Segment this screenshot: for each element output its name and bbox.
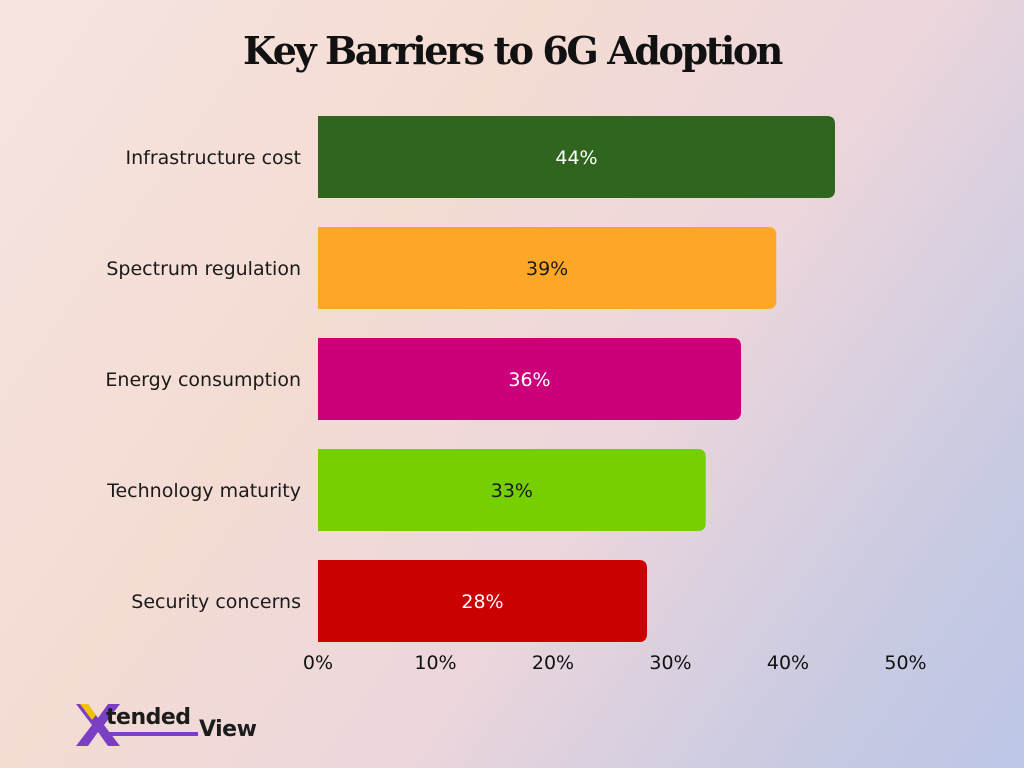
data-label: 36% bbox=[508, 369, 550, 391]
category-label: Infrastructure cost bbox=[126, 147, 301, 169]
x-axis-ticks: 0% 10% 20% 30% 40% 50% bbox=[303, 652, 927, 674]
chart-title: Key Barriers to 6G Adoption bbox=[242, 28, 784, 73]
x-tick-label: 0% bbox=[303, 652, 333, 674]
data-label: 44% bbox=[555, 147, 597, 169]
bar-infrastructure-cost bbox=[318, 116, 835, 198]
labels-layer: Infrastructure cost 44% Spectrum regulatio… bbox=[105, 147, 597, 613]
data-label: 39% bbox=[526, 258, 568, 280]
category-label: Energy consumption bbox=[105, 369, 301, 391]
x-tick-label: 30% bbox=[649, 652, 691, 674]
category-label: Security concerns bbox=[131, 591, 301, 613]
x-mark-icon bbox=[76, 704, 198, 746]
x-tick-label: 50% bbox=[884, 652, 926, 674]
brand-logo: tended View bbox=[76, 700, 276, 750]
x-tick-label: 10% bbox=[414, 652, 456, 674]
bar-security-concerns bbox=[318, 560, 647, 642]
logo-word-view: View bbox=[199, 717, 257, 742]
logo-word-tended: tended bbox=[106, 705, 191, 730]
x-tick-label: 40% bbox=[767, 652, 809, 674]
x-tick-label: 20% bbox=[532, 652, 574, 674]
data-label: 33% bbox=[491, 480, 533, 502]
data-label: 28% bbox=[461, 591, 503, 613]
category-label: Spectrum regulation bbox=[106, 258, 301, 280]
bars-layer bbox=[318, 116, 835, 642]
bar-technology-maturity bbox=[318, 449, 706, 531]
category-label: Technology maturity bbox=[106, 480, 301, 502]
bar-energy-consumption bbox=[318, 338, 741, 420]
bar-spectrum-regulation bbox=[318, 227, 777, 309]
